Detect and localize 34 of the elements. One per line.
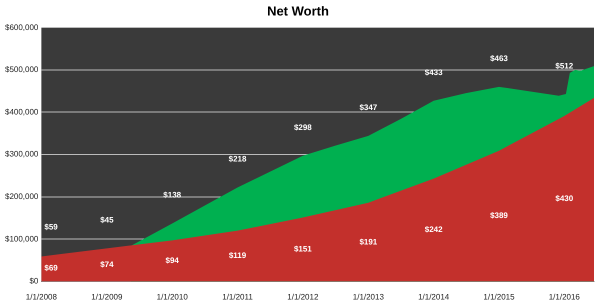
annotation: $463 [490,54,508,64]
y-tick-label: $200,000 [4,192,39,202]
annotation: $45 [100,216,114,225]
x-tick-label: 1/1/2010 [156,292,188,302]
x-tick-label: 1/1/2015 [483,292,516,302]
annotation: $512 [555,62,574,71]
y-tick-label: $0 [29,276,39,286]
annotation: $389 [490,211,508,220]
annotation: $151 [294,244,312,254]
annotation: $191 [359,237,378,246]
annotation: $298 [294,122,312,132]
y-tick-label: $600,000 [4,22,39,32]
y-tick-label: $400,000 [4,107,39,116]
x-tick-label: 1/1/2014 [418,292,450,302]
x-tick-label: 1/1/2009 [91,292,123,302]
x-tick-label: 1/1/2008 [26,292,58,302]
y-tick-label: $100,000 [4,234,39,244]
y-tick-label: $300,000 [4,150,39,159]
annotation: $59 [44,222,58,232]
annotation: $242 [424,225,444,234]
x-tick-label: 1/1/2011 [222,292,254,302]
annotation: $119 [228,251,247,260]
annotation: $94 [166,256,180,266]
y-tick-label: $500,000 [4,65,39,74]
annotation: $433 [424,68,444,77]
annotation: $74 [100,260,114,270]
annotation: $69 [44,264,58,273]
x-tick-label: 1/1/2016 [548,292,580,302]
annotation: $430 [555,194,574,203]
annotation: $347 [359,103,378,112]
x-tick-label: 1/1/2013 [352,292,384,302]
x-tick-label: 1/1/2012 [287,292,319,302]
annotation: $218 [228,154,247,164]
chart-title: Net Worth [267,3,329,18]
